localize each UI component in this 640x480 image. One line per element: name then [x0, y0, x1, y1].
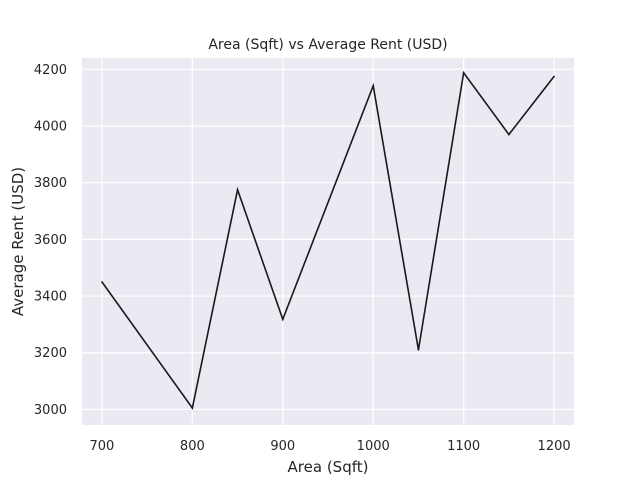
y-axis-label: Average Rent (USD): [9, 167, 27, 316]
x-tick-label: 1200: [538, 439, 571, 454]
data-point: [462, 71, 465, 74]
y-tick-label: 4200: [34, 63, 67, 78]
x-axis-label: Area (Sqft): [288, 458, 369, 476]
x-tick-label: 800: [180, 439, 205, 454]
data-point: [372, 84, 375, 87]
y-tick-label: 3400: [34, 290, 67, 305]
x-tick-label: 900: [270, 439, 295, 454]
data-point: [191, 407, 194, 409]
series-layer: [101, 70, 555, 410]
plot-area: [82, 58, 574, 425]
data-point: [417, 349, 420, 351]
data-point: [101, 281, 103, 283]
x-tick-label: 1100: [447, 439, 480, 454]
y-tick-labels: 3000 3200 3400 3600 3800 4000 4200: [34, 63, 67, 418]
y-tick-label: 3000: [34, 403, 67, 418]
y-tick-label: 3800: [34, 176, 67, 191]
data-point: [553, 75, 555, 78]
y-tick-label: 3200: [34, 346, 67, 361]
y-tick-label: 3600: [34, 233, 67, 248]
data-point: [236, 188, 239, 191]
data-point: [281, 318, 284, 321]
x-tick-label: 1000: [357, 439, 390, 454]
y-tick-label: 4000: [34, 120, 67, 135]
chart-title: Area (Sqft) vs Average Rent (USD): [208, 37, 447, 53]
x-tick-labels: 700 800 900 1000 1100 1200: [89, 439, 570, 454]
x-tick-label: 700: [89, 439, 114, 454]
data-point: [508, 133, 510, 136]
grid-layer: [82, 58, 574, 425]
